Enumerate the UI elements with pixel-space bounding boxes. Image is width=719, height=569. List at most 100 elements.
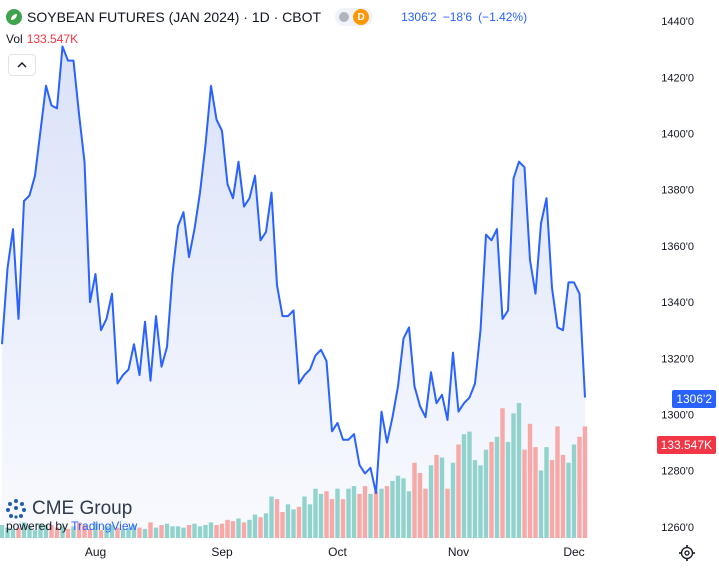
volume-bar bbox=[478, 465, 483, 538]
volume-bar bbox=[461, 434, 467, 538]
volume-bar bbox=[170, 526, 175, 538]
volume-bar bbox=[247, 519, 252, 538]
price-tick-label: 1260'0 bbox=[661, 522, 694, 534]
volume-bar bbox=[472, 460, 478, 538]
volume-bar bbox=[137, 527, 142, 538]
volume-bar bbox=[335, 488, 340, 538]
volume-bar bbox=[313, 488, 318, 538]
last-price: 1306'2 bbox=[401, 10, 437, 24]
volume-bar bbox=[208, 522, 214, 538]
volume-bar bbox=[186, 525, 192, 538]
last-price-badge: 1306'2 bbox=[672, 390, 716, 408]
volume-bar bbox=[357, 493, 362, 538]
volume-bar bbox=[401, 478, 406, 538]
volume-bar bbox=[577, 436, 582, 539]
brand-name: CME Group bbox=[32, 498, 133, 519]
volume-bar bbox=[225, 519, 230, 538]
volume-bar bbox=[252, 514, 258, 538]
volume-bar bbox=[148, 522, 153, 538]
volume-bar bbox=[230, 521, 236, 538]
volume-bar bbox=[555, 426, 560, 538]
volume-bar bbox=[549, 460, 555, 538]
volume-bar bbox=[104, 526, 109, 538]
volume-bar bbox=[318, 493, 324, 538]
volume-bar bbox=[32, 530, 38, 538]
chevron-up-icon bbox=[17, 62, 27, 68]
price-tick-label: 1340'0 bbox=[661, 297, 694, 309]
volume-bar bbox=[109, 525, 115, 538]
volume-bar bbox=[296, 506, 302, 538]
market-status[interactable]: D bbox=[335, 8, 374, 26]
volume-bar bbox=[10, 528, 16, 538]
volume-bar bbox=[324, 491, 329, 538]
volume-bar bbox=[197, 526, 203, 538]
gear-icon[interactable] bbox=[678, 544, 696, 562]
volume-bar bbox=[236, 518, 241, 538]
volume-bar bbox=[274, 499, 280, 538]
volume-bar bbox=[219, 523, 225, 538]
price-axis: 1260'0 1280'0 1300'0 1320'0 1340'0 1360'0 1380… bbox=[661, 16, 694, 534]
volume-bar bbox=[544, 447, 549, 538]
price-tick-label: 1420'0 bbox=[661, 72, 694, 84]
price-tick-label: 1380'0 bbox=[661, 185, 694, 197]
volume-bar bbox=[571, 444, 577, 538]
volume-bar bbox=[329, 499, 335, 538]
volume-bar bbox=[516, 403, 522, 538]
volume-bar bbox=[340, 499, 346, 538]
volume-bar bbox=[494, 436, 500, 539]
volume-bar bbox=[390, 480, 395, 538]
volume-bar bbox=[500, 408, 505, 538]
volume-legend: Vol 133.547K bbox=[6, 32, 78, 46]
powered-prefix: powered by bbox=[6, 519, 72, 533]
time-tick-label: Nov bbox=[448, 545, 469, 559]
volume-bars bbox=[0, 403, 588, 539]
volume-bar bbox=[16, 527, 21, 538]
price-change: −18'6 bbox=[442, 10, 473, 24]
volume-bar bbox=[120, 528, 126, 538]
price-change-percent: (−1.42%) bbox=[478, 10, 528, 24]
volume-bar bbox=[27, 526, 32, 538]
volume-bar bbox=[54, 527, 60, 538]
volume-bar bbox=[489, 441, 494, 538]
volume-bar bbox=[428, 465, 434, 538]
volume-bar bbox=[456, 444, 461, 538]
volume-bar bbox=[505, 441, 511, 538]
volume-bar bbox=[483, 449, 489, 538]
volume-bar bbox=[263, 513, 269, 538]
time-tick-label: Dec bbox=[563, 545, 584, 559]
volume-bar bbox=[21, 522, 27, 538]
volume-bar bbox=[450, 462, 456, 538]
volume-bar bbox=[93, 522, 98, 538]
volume-bar bbox=[241, 522, 247, 538]
volume-bar bbox=[368, 493, 373, 538]
volume-bar bbox=[379, 488, 384, 538]
volume-bar bbox=[533, 447, 538, 538]
volume-bar bbox=[511, 413, 516, 538]
time-tick-label: Aug bbox=[85, 545, 106, 559]
volume-bar bbox=[43, 525, 49, 538]
status-dot-icon bbox=[339, 12, 350, 22]
price-tick-label: 1280'0 bbox=[661, 466, 694, 478]
volume-bar bbox=[159, 525, 164, 538]
delayed-badge: D bbox=[353, 9, 370, 25]
volume-bar bbox=[439, 457, 445, 538]
chart-legend: SOYBEAN FUTURES (JAN 2024) · 1D · CBOT D… bbox=[6, 8, 533, 26]
time-axis: Aug Sep Oct Nov Dec bbox=[85, 545, 585, 559]
volume-bar bbox=[115, 527, 120, 538]
collapse-legend-button[interactable] bbox=[8, 54, 36, 76]
volume-bar bbox=[423, 488, 428, 538]
price-line-series bbox=[1, 45, 586, 495]
volume-bar bbox=[434, 454, 439, 538]
price-area bbox=[2, 46, 585, 538]
powered-by[interactable]: powered by TradingView bbox=[6, 519, 137, 533]
volume-bar bbox=[395, 475, 401, 538]
volume-bar bbox=[291, 509, 296, 538]
cme-globe-icon bbox=[6, 499, 26, 519]
volume-bar bbox=[71, 526, 76, 538]
volume-bar bbox=[65, 528, 71, 538]
volume-bar bbox=[142, 528, 148, 538]
tradingview-link[interactable]: TradingView bbox=[71, 519, 138, 533]
time-tick-label: Sep bbox=[211, 545, 233, 559]
volume-bar bbox=[538, 470, 544, 538]
